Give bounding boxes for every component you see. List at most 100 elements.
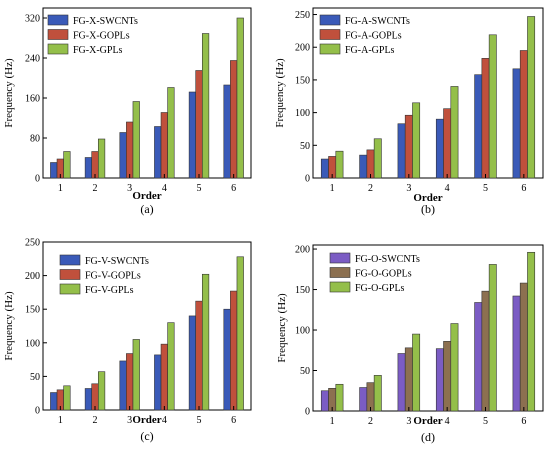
bar: [481, 58, 490, 179]
panel-label: (a): [140, 202, 153, 216]
bar: [230, 290, 238, 411]
plot-frame: [312, 7, 544, 179]
x-axis-label: Order: [132, 190, 161, 202]
bar: [335, 150, 344, 179]
bar: [84, 157, 93, 179]
legend-swatch: [59, 283, 81, 295]
legend: FG-O-SWCNTs FG-O-GOPLs FG-O-GPLs: [329, 252, 420, 294]
legend-label: FG-V-SWCNTs: [85, 256, 149, 267]
bar: [132, 339, 140, 411]
legend-label: FG-O-GOPLs: [355, 269, 412, 280]
bar: [512, 295, 521, 412]
legend-label: FG-X-GPLs: [73, 45, 123, 56]
bar: [195, 70, 203, 179]
bar: [223, 308, 231, 411]
bar: [397, 353, 406, 412]
legend-label: FG-X-SWCNTs: [73, 16, 138, 27]
x-axis-label: Order: [413, 415, 442, 427]
bar: [188, 91, 197, 179]
bar: [126, 353, 134, 411]
y-tick-label: 100: [295, 326, 310, 337]
bar: [488, 34, 497, 179]
legend-swatch: [329, 267, 351, 278]
x-axis-label: Order: [413, 192, 442, 204]
bar: [397, 123, 406, 179]
bar: [84, 388, 93, 411]
bar: [320, 390, 329, 412]
x-tick-label: 4: [445, 416, 450, 427]
bar: [335, 383, 344, 412]
x-axis-label: Order: [132, 414, 161, 426]
y-axis-label: Frequency (Hz): [3, 291, 15, 361]
bar: [404, 114, 413, 179]
chart-panel-3: 0 50 100 150 200 250 1 2 3 4 5 6 Order Frequency (Hz)…: [3, 238, 252, 443]
bar: [527, 251, 536, 412]
bar: [50, 392, 58, 411]
x-tick-label: 3: [406, 183, 411, 194]
bar: [188, 315, 197, 411]
legend-label: FG-O-GPLs: [355, 283, 405, 294]
x-tick-label: 3: [127, 183, 132, 194]
x-tick-label: 5: [197, 183, 202, 194]
chart-panel-1: 0 80 160 240 320 1 2 3 4 5 6 Order Frequency (Hz) (a)…: [3, 7, 252, 216]
x-tick-label: 5: [483, 183, 488, 194]
legend-swatch: [319, 43, 341, 55]
y-tick-label: 150: [295, 75, 310, 86]
bar: [512, 68, 521, 179]
y-tick-label: 150: [25, 305, 40, 316]
panel-label: (c): [140, 429, 153, 443]
bar: [366, 149, 375, 179]
plot-frame: [312, 244, 544, 412]
legend-label: FG-V-GOPLs: [85, 271, 141, 282]
bar: [97, 138, 106, 179]
legend-swatch: [59, 254, 81, 266]
x-tick-label: 4: [162, 183, 167, 194]
bar: [223, 84, 231, 179]
legend-swatch: [47, 29, 69, 40]
x-tick-label: 1: [330, 183, 335, 194]
x-tick-label: 1: [330, 416, 335, 427]
bar: [474, 302, 483, 412]
plot-frame: [42, 7, 252, 179]
legend-label: FG-V-GPLs: [85, 285, 134, 296]
x-tick-label: 6: [521, 183, 526, 194]
bar: [50, 162, 58, 179]
y-axis-label: Frequency (Hz): [3, 58, 15, 128]
bar: [404, 347, 413, 412]
x-tick-label: 3: [127, 415, 132, 426]
x-tick-label: 5: [197, 415, 202, 426]
bar: [443, 341, 452, 412]
legend-label: FG-O-SWCNTs: [355, 254, 420, 265]
y-tick-label: 100: [295, 108, 310, 119]
legend-label: FG-X-GOPLs: [73, 31, 130, 42]
bar: [63, 151, 71, 179]
chart-panel-4: 0 50 100 150 200 1 2 3 4 5 6 Order Frequency (Hz) (d)…: [276, 244, 544, 444]
plot-frame: [42, 241, 252, 411]
bar: [527, 16, 536, 179]
bar: [412, 333, 421, 412]
bar: [154, 354, 162, 411]
x-tick-label: 6: [231, 415, 236, 426]
x-tick-label: 1: [58, 415, 63, 426]
y-axis-label: Frequency (Hz): [274, 58, 286, 128]
y-tick-label: 240: [25, 54, 40, 65]
bar: [450, 86, 459, 179]
y-tick-label: 0: [305, 407, 310, 418]
legend-swatch: [329, 252, 351, 264]
chart-panel-2: 0 50 100 150 200 250 1 2 3 4 5 6 Order Frequency (Hz)…: [274, 7, 544, 216]
bar: [119, 360, 127, 411]
y-tick-label: 80: [30, 134, 40, 145]
bar: [201, 33, 210, 179]
x-tick-label: 4: [162, 415, 167, 426]
y-tick-label: 200: [25, 271, 40, 282]
bar: [167, 87, 175, 179]
y-tick-label: 50: [30, 372, 40, 383]
legend-swatch: [47, 43, 69, 55]
legend-swatch: [319, 29, 341, 40]
bar: [519, 282, 528, 412]
x-tick-label: 2: [93, 415, 98, 426]
x-tick-label: 2: [368, 183, 373, 194]
bar: [359, 387, 368, 412]
bar: [63, 385, 71, 411]
